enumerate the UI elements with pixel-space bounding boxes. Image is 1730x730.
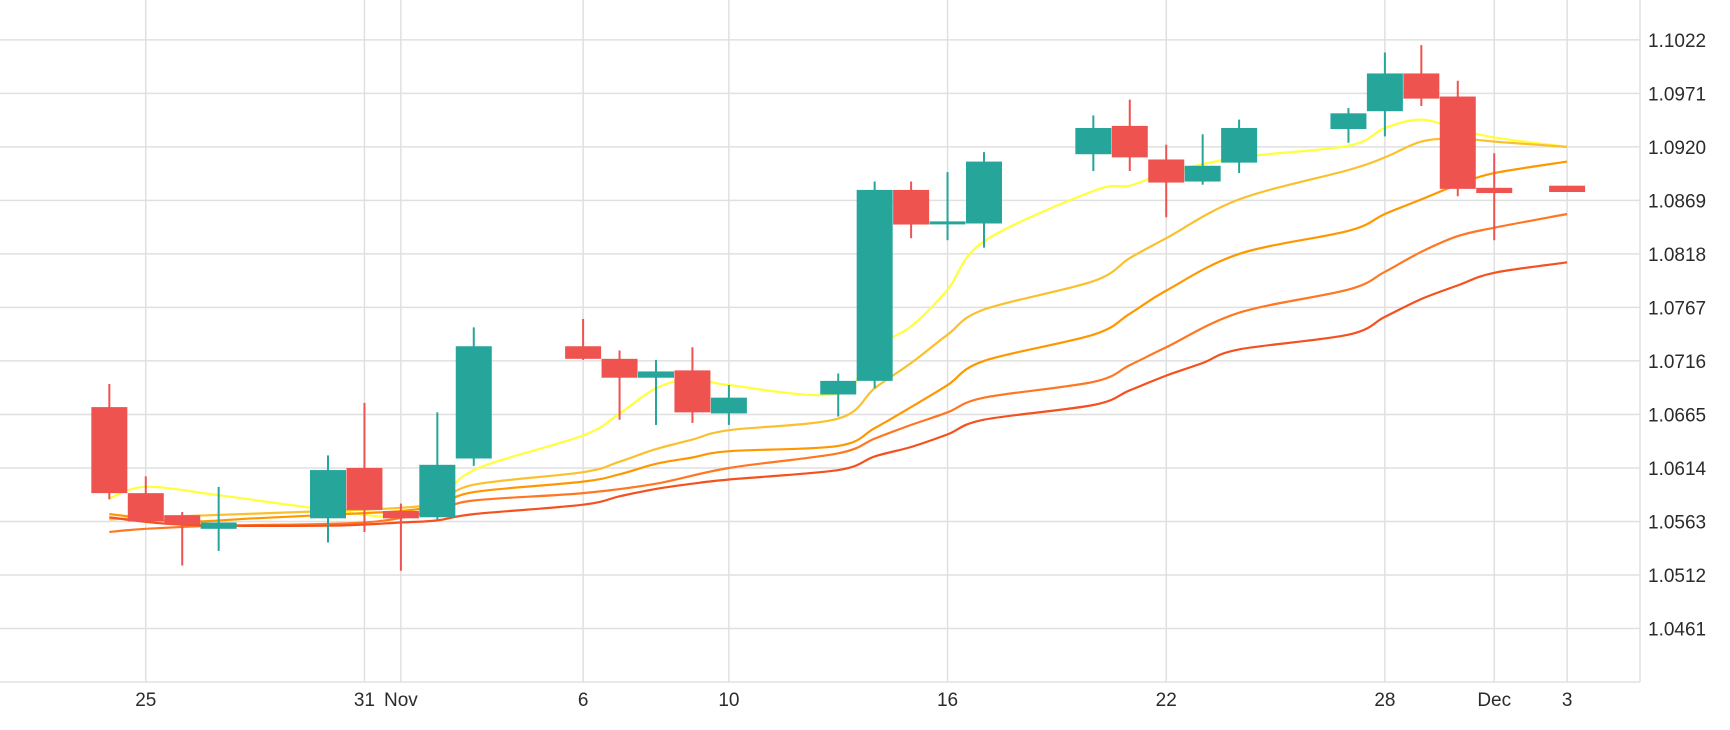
- x-tick-label: 6: [578, 690, 589, 711]
- candle: [929, 172, 966, 241]
- candle: [601, 350, 638, 420]
- moving-average-line-5: [109, 261, 1568, 527]
- candle: [1184, 134, 1221, 185]
- candle-body: [820, 380, 857, 395]
- x-axis: 25 31 Nov 6 10 16 22 28 Dec 3: [135, 690, 1572, 711]
- y-tick-label: 1.0920: [1648, 138, 1706, 159]
- candle: [1439, 80, 1476, 197]
- candle-body: [310, 470, 346, 519]
- candle: [200, 486, 237, 551]
- candle-body: [382, 510, 419, 519]
- candle-body: [638, 371, 674, 378]
- candle-body: [710, 397, 747, 414]
- candle: [710, 385, 747, 425]
- candle: [419, 412, 456, 520]
- x-tick-label: 28: [1374, 690, 1395, 711]
- candle-body: [1366, 73, 1403, 112]
- candle: [966, 152, 1002, 248]
- y-tick-label: 1.0716: [1648, 352, 1706, 373]
- candle: [1111, 99, 1148, 172]
- grid-lines: [0, 0, 1641, 683]
- candle: [638, 359, 674, 425]
- candle-body: [674, 370, 711, 413]
- candle: [565, 318, 602, 360]
- x-tick-label: 10: [718, 690, 739, 711]
- x-tick-label: 25: [135, 690, 156, 711]
- candle-body: [1075, 128, 1112, 155]
- y-tick-label: 1.0971: [1648, 84, 1706, 105]
- candle-body: [164, 515, 201, 525]
- candle: [1221, 119, 1258, 174]
- x-tick-label: 22: [1156, 690, 1177, 711]
- candle-body: [1476, 187, 1513, 194]
- candle-body: [419, 464, 456, 518]
- candle-body: [1330, 113, 1367, 130]
- y-tick-label: 1.0512: [1648, 566, 1706, 587]
- x-tick-label: 31: [354, 690, 375, 711]
- candle: [1330, 108, 1367, 143]
- y-tick-label: 1.0665: [1648, 405, 1706, 426]
- candle-body: [1439, 96, 1476, 189]
- candle-body: [893, 189, 930, 225]
- candle: [127, 476, 164, 522]
- moving-average-line-3: [109, 160, 1568, 523]
- candle: [310, 455, 346, 543]
- candle: [455, 327, 492, 466]
- candle-body: [929, 221, 966, 225]
- y-tick-label: 1.0767: [1648, 298, 1706, 319]
- candle-body: [1549, 185, 1586, 193]
- candle-body: [455, 346, 492, 459]
- candle: [382, 503, 419, 571]
- candle: [1366, 52, 1403, 137]
- candle: [91, 384, 128, 500]
- candle-body: [601, 358, 638, 378]
- candle-body: [856, 189, 893, 381]
- candle-body: [1221, 128, 1258, 163]
- candle-body: [200, 522, 237, 529]
- candle-body: [1184, 165, 1221, 182]
- candle-body: [346, 467, 383, 510]
- y-tick-label: 1.1022: [1648, 31, 1706, 52]
- candle: [346, 402, 383, 532]
- candle: [164, 512, 201, 566]
- candle: [1403, 45, 1440, 106]
- y-tick-label: 1.0614: [1648, 459, 1707, 480]
- x-tick-label: 16: [937, 690, 958, 711]
- candle: [893, 181, 930, 239]
- y-axis: 1.1022 1.0971 1.0920 1.0869 1.0818 1.0767 1.07…: [1648, 31, 1707, 641]
- y-tick-label: 1.0461: [1648, 619, 1706, 640]
- candle-body: [966, 161, 1002, 224]
- candle-body: [1111, 125, 1148, 158]
- candle: [674, 347, 711, 423]
- candle-body: [565, 346, 602, 359]
- candle-body: [1403, 73, 1440, 99]
- y-tick-label: 1.0869: [1648, 191, 1706, 212]
- y-tick-label: 1.0563: [1648, 512, 1706, 533]
- x-tick-label: 3: [1562, 690, 1573, 711]
- x-tick-label: Nov: [384, 690, 418, 711]
- candle: [1476, 153, 1513, 241]
- candle: [1549, 185, 1586, 193]
- candle: [820, 373, 857, 417]
- candle-body: [127, 493, 164, 522]
- candle-body: [1148, 159, 1185, 183]
- candle: [856, 181, 893, 389]
- candle-body: [91, 407, 128, 494]
- candles: [91, 45, 1586, 571]
- y-tick-label: 1.0818: [1648, 245, 1706, 266]
- candle: [1075, 115, 1112, 172]
- x-tick-label: Dec: [1477, 690, 1511, 711]
- candle: [1148, 144, 1185, 218]
